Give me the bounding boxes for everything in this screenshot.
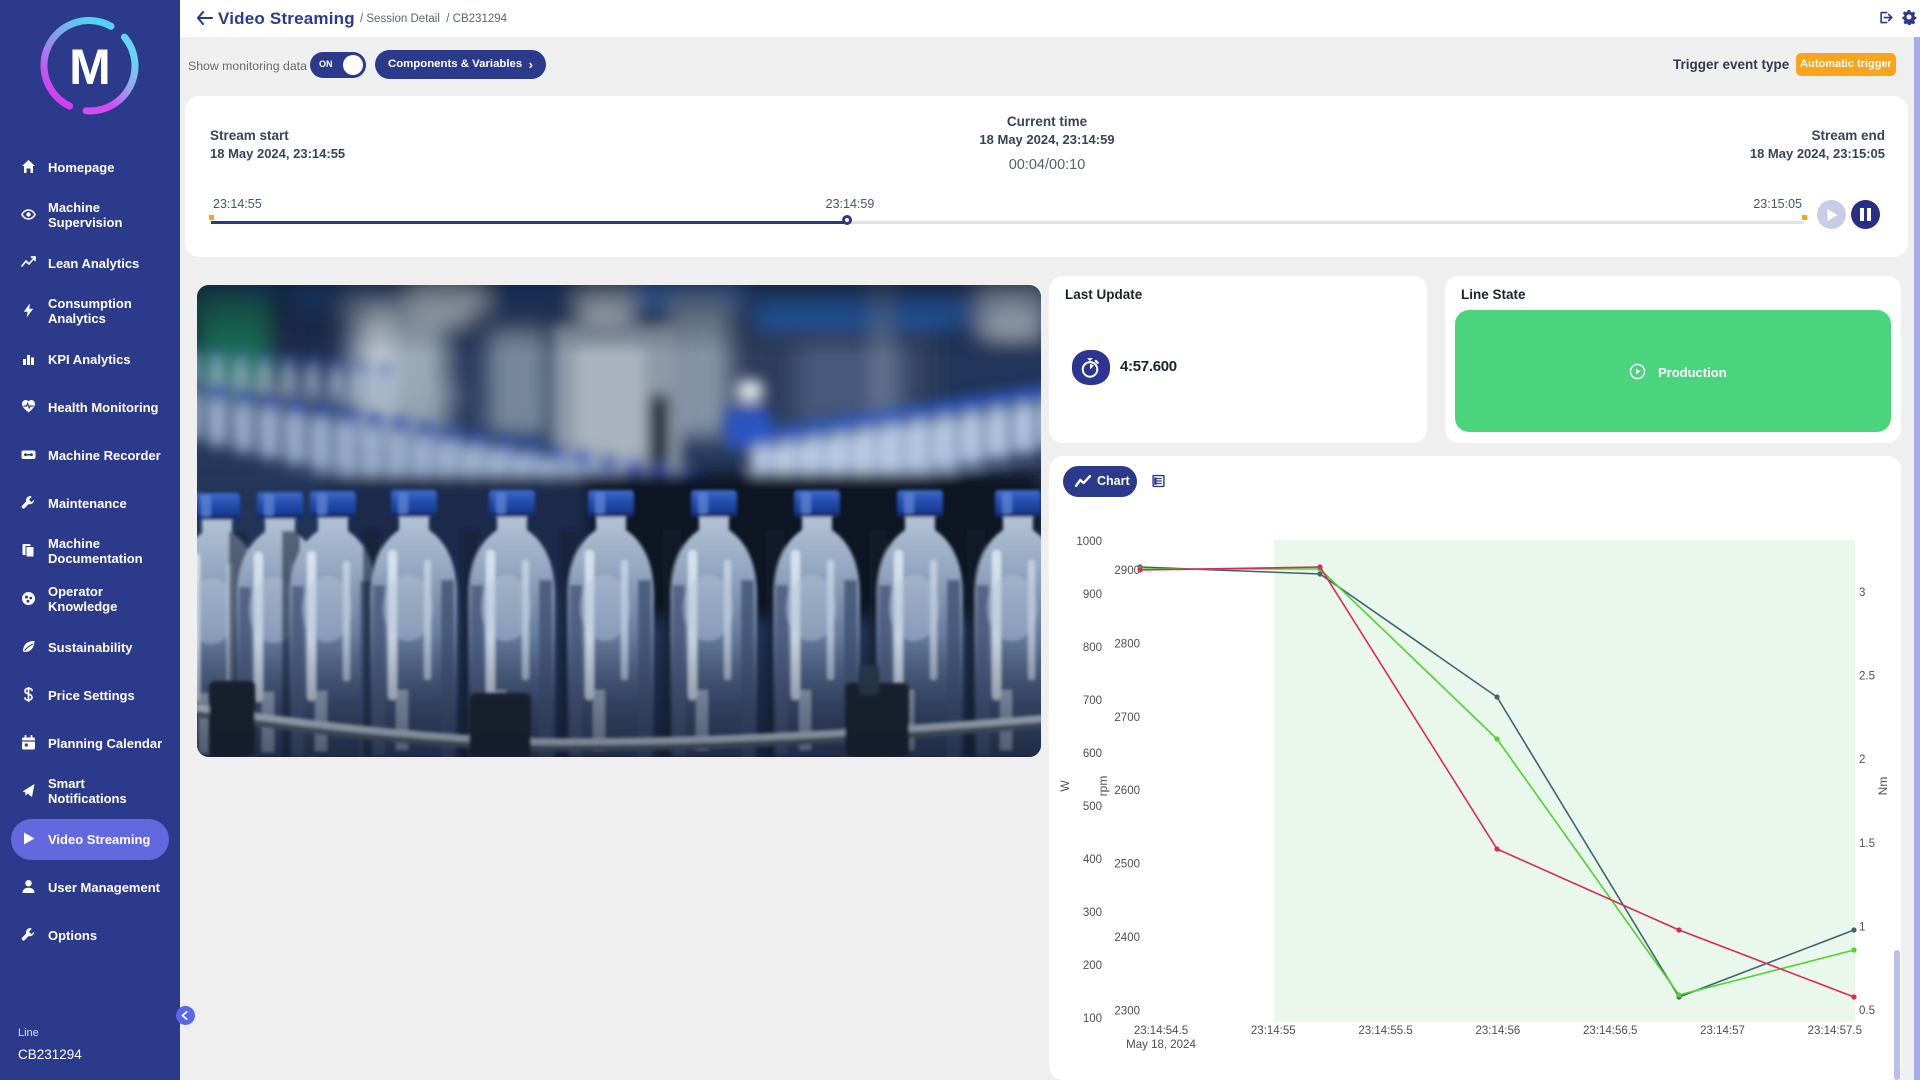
svg-text:600: 600 <box>1083 748 1102 760</box>
svg-text:1.5: 1.5 <box>1859 838 1875 850</box>
svg-text:300: 300 <box>1083 907 1102 919</box>
svg-text:2500: 2500 <box>1114 859 1140 871</box>
svg-text:2400: 2400 <box>1114 932 1140 944</box>
svg-text:700: 700 <box>1083 695 1102 707</box>
svg-text:2900: 2900 <box>1114 565 1140 577</box>
svg-text:800: 800 <box>1083 642 1102 654</box>
svg-text:100: 100 <box>1083 1013 1102 1025</box>
svg-text:2: 2 <box>1859 754 1865 766</box>
svg-text:2.5: 2.5 <box>1859 671 1875 683</box>
svg-text:3: 3 <box>1859 587 1865 599</box>
svg-text:23:14:57.5: 23:14:57.5 <box>1808 1025 1862 1037</box>
svg-text:400: 400 <box>1083 854 1102 866</box>
svg-text:rpm: rpm <box>1096 776 1110 797</box>
svg-text:23:14:55: 23:14:55 <box>1251 1025 1296 1037</box>
svg-text:May 18, 2024: May 18, 2024 <box>1126 1039 1196 1051</box>
svg-text:W: W <box>1058 780 1072 792</box>
svg-text:2300: 2300 <box>1114 1005 1140 1017</box>
svg-text:23:14:56.5: 23:14:56.5 <box>1583 1025 1637 1037</box>
svg-text:2700: 2700 <box>1114 712 1140 724</box>
svg-text:2800: 2800 <box>1114 638 1140 650</box>
svg-text:200: 200 <box>1083 960 1102 972</box>
svg-text:1000: 1000 <box>1076 536 1102 548</box>
svg-text:2600: 2600 <box>1114 785 1140 797</box>
svg-text:900: 900 <box>1083 589 1102 601</box>
svg-text:1: 1 <box>1859 921 1865 933</box>
svg-text:M: M <box>69 39 111 95</box>
svg-text:Nm: Nm <box>1876 777 1890 796</box>
svg-text:0.5: 0.5 <box>1859 1005 1875 1017</box>
svg-text:23:14:55.5: 23:14:55.5 <box>1358 1025 1412 1037</box>
svg-text:500: 500 <box>1083 801 1102 813</box>
svg-text:23:14:54.5: 23:14:54.5 <box>1134 1025 1188 1037</box>
svg-text:23:14:56: 23:14:56 <box>1476 1025 1521 1037</box>
svg-text:23:14:57: 23:14:57 <box>1700 1025 1745 1037</box>
